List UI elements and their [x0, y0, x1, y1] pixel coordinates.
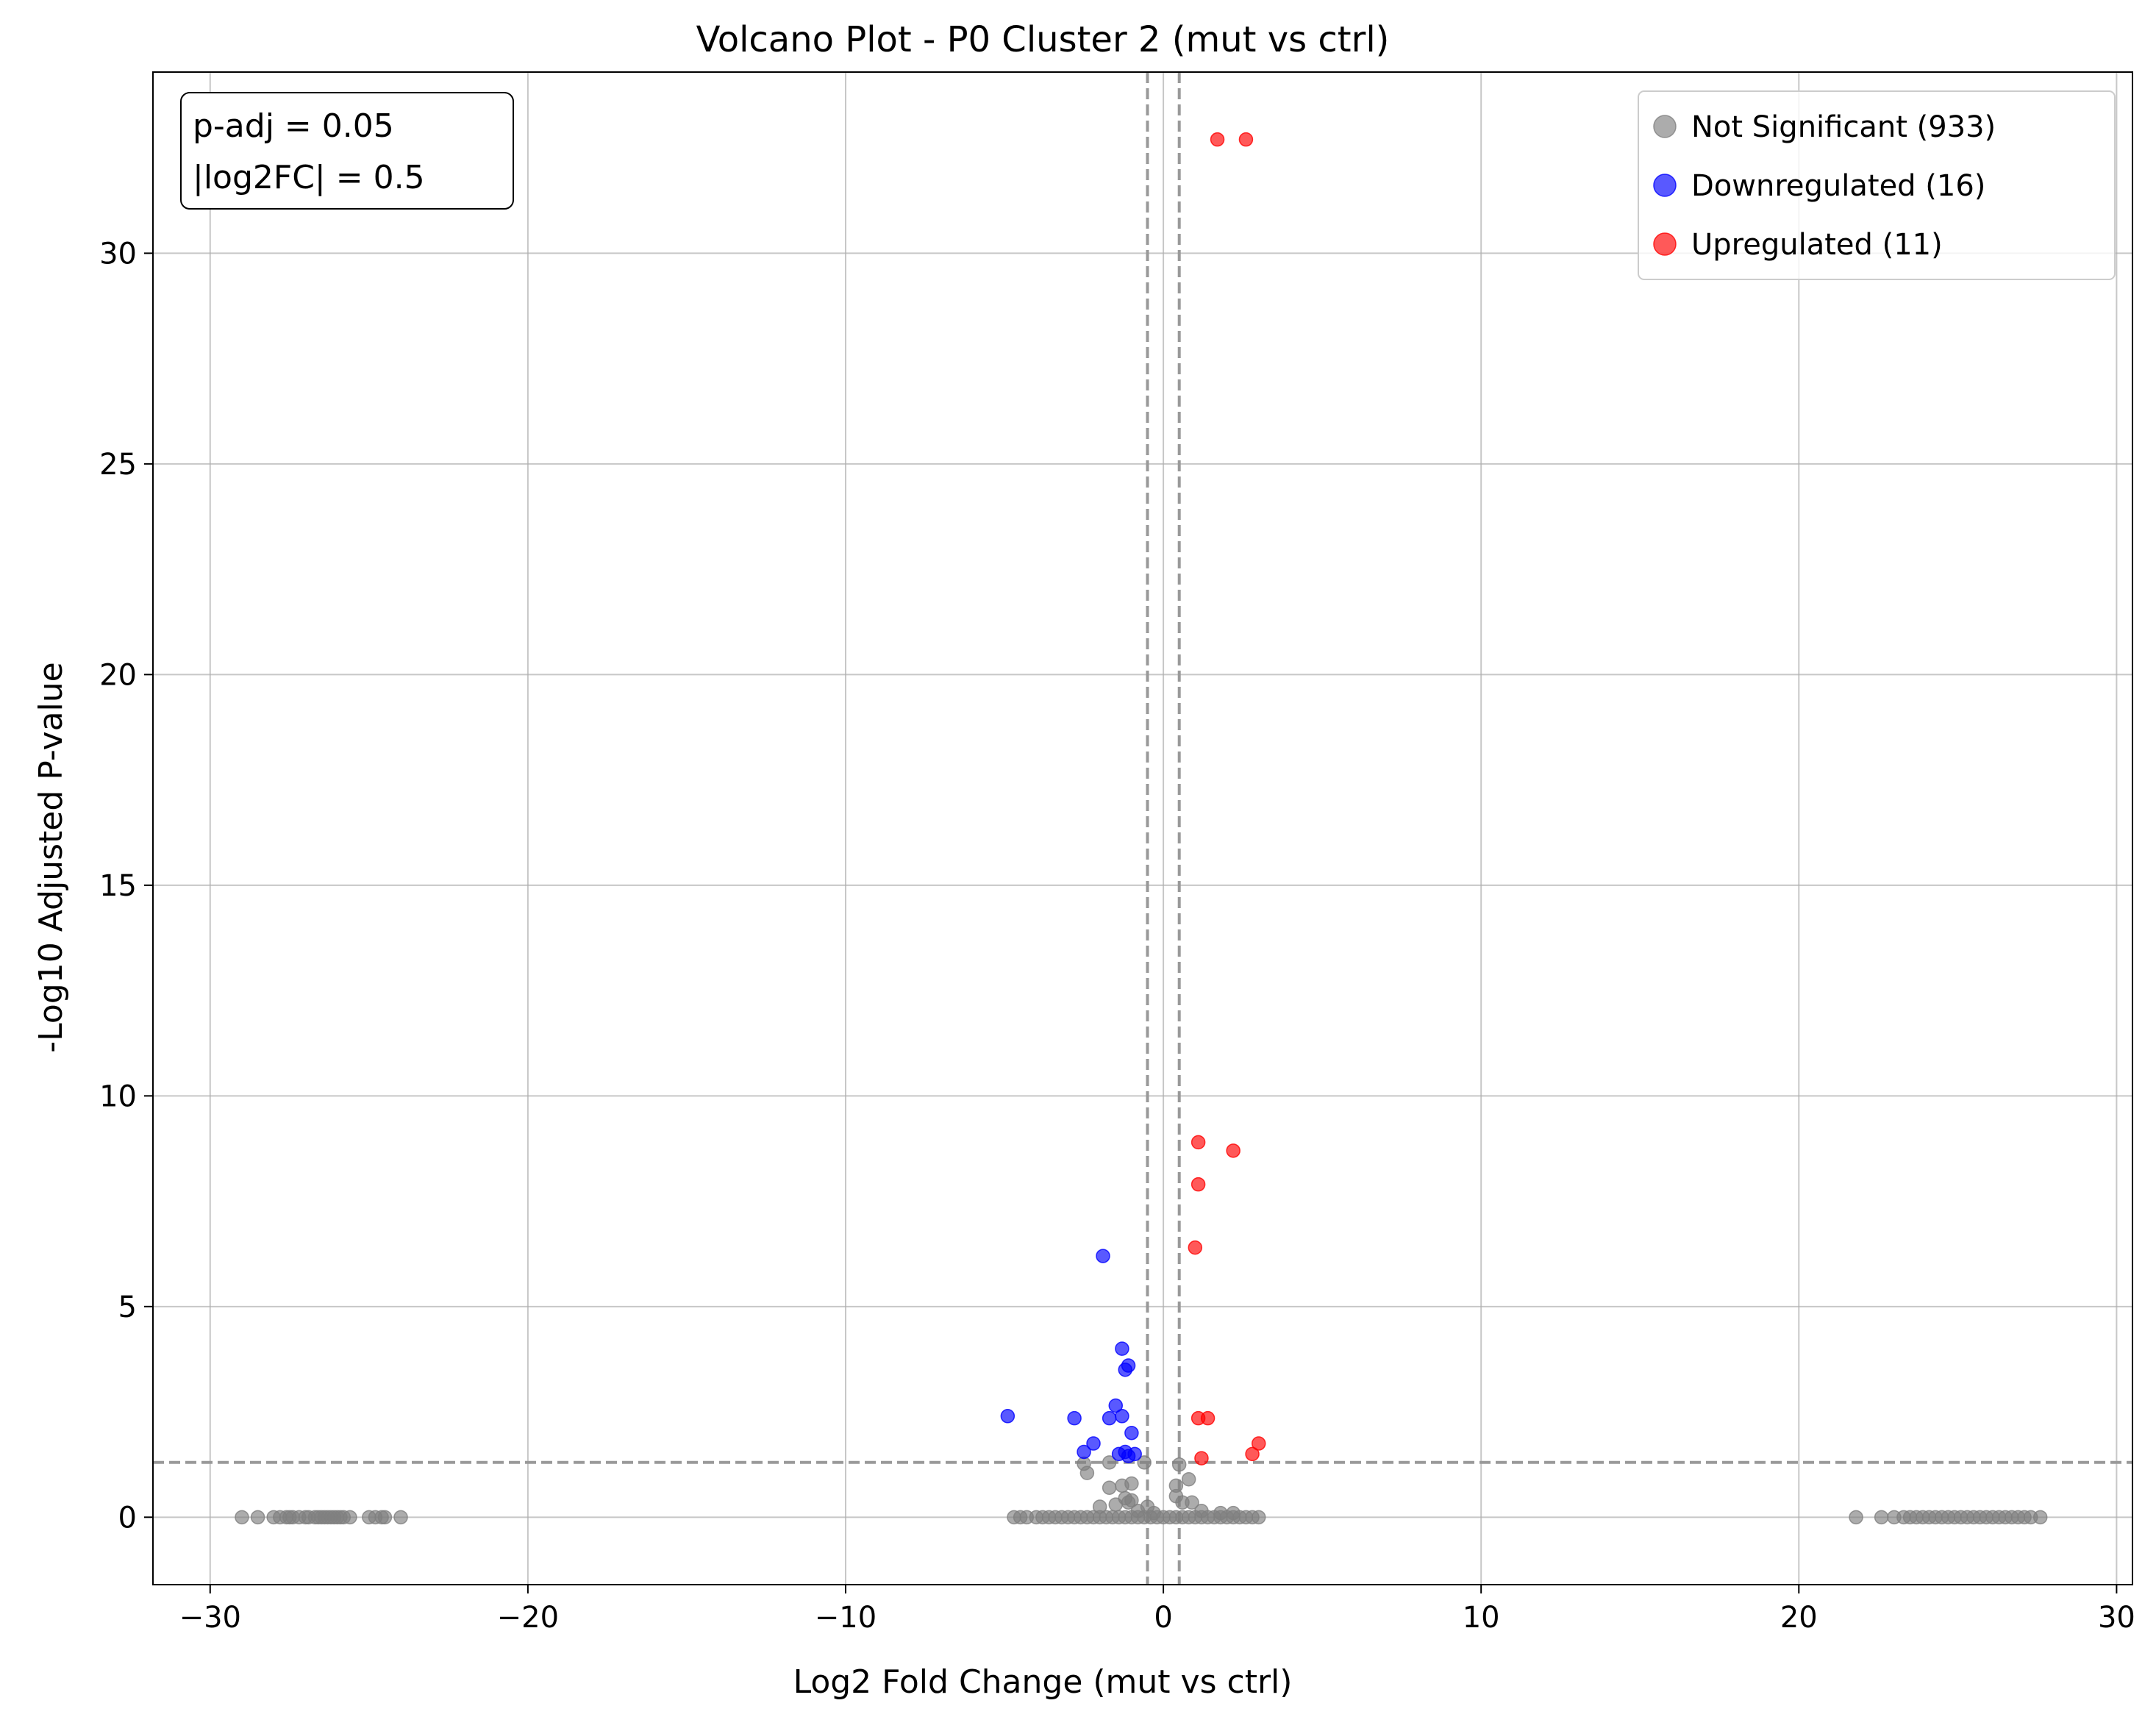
- x-axis-label: Log2 Fold Change (mut vs ctrl): [793, 1663, 1293, 1701]
- data-point: [343, 1510, 357, 1525]
- y-tick-label: 25: [99, 448, 137, 482]
- data-point: [1188, 1240, 1203, 1255]
- legend-marker: [1653, 115, 1677, 138]
- data-point: [1181, 1472, 1196, 1487]
- data-point: [1096, 1249, 1110, 1263]
- data-point: [1086, 1436, 1101, 1451]
- y-tick-label: 30: [99, 237, 137, 271]
- data-point: [1194, 1451, 1209, 1466]
- y-tick-label: 0: [118, 1501, 137, 1535]
- x-tick-label: 20: [1780, 1601, 1818, 1635]
- data-point: [1115, 1341, 1129, 1356]
- data-point: [1146, 1505, 1161, 1521]
- legend-label: Upregulated (11): [1691, 228, 1943, 262]
- data-point: [1118, 1444, 1132, 1460]
- data-point: [1108, 1497, 1124, 1512]
- data-point: [1171, 1457, 1187, 1472]
- series-0000ff: [1000, 1249, 1142, 1463]
- threshold-padj-text: p-adj = 0.05: [193, 107, 394, 145]
- y-tick-label: 10: [99, 1079, 137, 1113]
- data-point: [1226, 1505, 1241, 1521]
- legend-box: [1638, 90, 2116, 280]
- x-tick-label: 0: [1154, 1601, 1172, 1635]
- data-point: [1185, 1495, 1199, 1510]
- x-tick-label: 30: [2098, 1601, 2135, 1635]
- plot-frame: [152, 71, 2133, 1585]
- series-808080: [235, 1455, 2048, 1525]
- data-point: [1874, 1510, 1889, 1525]
- data-point: [1849, 1510, 1863, 1525]
- data-point: [377, 1510, 393, 1525]
- series-ff0000: [1188, 132, 1266, 1466]
- data-point: [1108, 1398, 1124, 1413]
- y-tick-label: 5: [118, 1291, 137, 1324]
- data-point: [1168, 1488, 1184, 1504]
- data-point: [1213, 1505, 1228, 1521]
- data-point: [235, 1510, 249, 1525]
- y-tick-label: 20: [99, 658, 137, 692]
- data-point: [1137, 1455, 1152, 1470]
- threshold-log2fc-text: |log2FC| = 0.5: [193, 159, 425, 196]
- data-point: [1067, 1410, 1082, 1426]
- data-point: [393, 1510, 408, 1525]
- x-tick-label: −30: [179, 1601, 241, 1635]
- data-point: [1000, 1409, 1015, 1424]
- data-point: [1121, 1358, 1136, 1373]
- data-point: [1194, 1503, 1209, 1518]
- data-point: [1226, 1143, 1241, 1158]
- chart-title: Volcano Plot - P0 Cluster 2 (mut vs ctrl…: [696, 19, 1390, 60]
- x-tick-label: 10: [1463, 1601, 1500, 1635]
- legend-marker: [1653, 232, 1677, 256]
- legend-marker: [1653, 174, 1677, 197]
- threshold-info-box: [180, 92, 514, 210]
- data-point: [1238, 132, 1254, 147]
- y-axis-label: -Log10 Adjusted P-value: [32, 662, 70, 1052]
- data-point: [1092, 1499, 1107, 1514]
- data-point: [1124, 1476, 1139, 1491]
- data-point: [1200, 1410, 1216, 1426]
- data-point: [1245, 1446, 1260, 1462]
- data-point: [1102, 1455, 1117, 1470]
- y-tick-label: 15: [99, 869, 137, 903]
- data-point: [1210, 132, 1225, 147]
- data-point: [1079, 1466, 1095, 1480]
- data-point: [1115, 1409, 1129, 1424]
- data-point: [250, 1510, 265, 1525]
- data-point: [1130, 1503, 1146, 1518]
- data-point: [1077, 1444, 1091, 1460]
- data-point: [1102, 1410, 1117, 1426]
- data-point: [1102, 1480, 1117, 1495]
- data-points: [235, 132, 2048, 1525]
- legend-label: Downregulated (16): [1691, 169, 1985, 203]
- data-point: [1191, 1177, 1206, 1192]
- data-point: [2032, 1510, 2048, 1525]
- data-point: [1251, 1510, 1266, 1525]
- data-point: [1251, 1436, 1266, 1451]
- plot-area: −30 −20 −10 0 10 20 30 0 5 10 15 20 25 30 p-adj = 0.05…: [99, 71, 2135, 1635]
- data-point: [1124, 1493, 1139, 1508]
- legend-label: Not Significant (933): [1691, 110, 1996, 144]
- data-point: [1191, 1135, 1206, 1150]
- data-point: [1124, 1425, 1139, 1441]
- x-tick-label: −10: [815, 1601, 877, 1635]
- x-tick-label: −20: [497, 1601, 559, 1635]
